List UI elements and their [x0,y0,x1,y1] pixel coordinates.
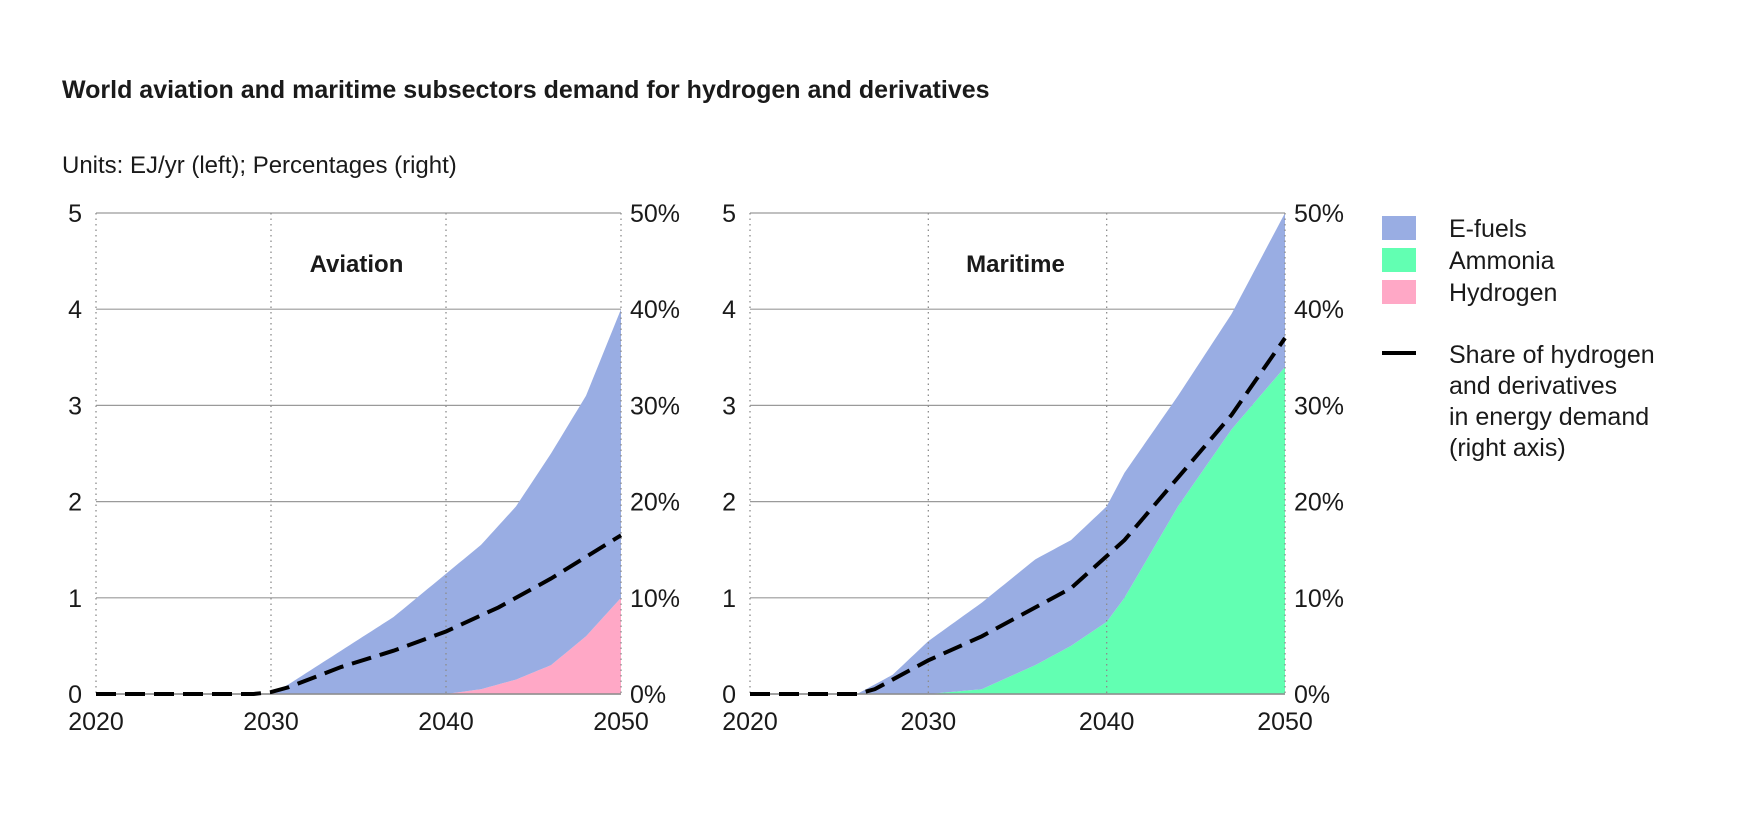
area-hydrogen [96,597,621,694]
y-tick-label: 2 [68,489,82,517]
y2-tick-label: 30% [1294,392,1344,420]
y-tick-label: 0 [68,681,82,709]
chart-subtitle: Units: EJ/yr (left); Percentages (right) [62,152,457,179]
legend-label-hydrogen: Hydrogen [1449,279,1557,307]
chart-title: World aviation and maritime subsectors d… [62,76,990,104]
panel-title: Aviation [310,251,404,278]
x-tick-label: 2050 [1257,708,1313,736]
y2-tick-label: 50% [630,200,680,228]
x-tick-label: 2020 [68,708,124,736]
y2-tick-label: 10% [630,585,680,613]
y2-tick-label: 0% [1294,681,1330,709]
x-tick-label: 2040 [418,708,474,736]
legend-label-ammonia: Ammonia [1449,247,1555,275]
legend-label-share: and derivatives [1449,372,1617,400]
y-tick-label: 4 [68,296,82,324]
y2-tick-label: 20% [1294,489,1344,517]
y2-tick-label: 30% [630,392,680,420]
x-tick-label: 2040 [1079,708,1135,736]
x-tick-label: 2020 [722,708,778,736]
y-tick-label: 5 [68,200,82,228]
y-tick-label: 2 [722,489,736,517]
legend-label-share: Share of hydrogen [1449,341,1655,369]
legend: E-fuels Ammonia Hydrogen Share of hydrogen a… [1382,215,1655,462]
share-line [96,533,623,696]
x-tick-label: 2030 [901,708,957,736]
y-tick-label: 3 [68,392,82,420]
share-line [750,336,1287,696]
legend-swatch-hydrogen [1382,280,1416,304]
area-efuels [96,309,621,694]
y-tick-label: 3 [722,392,736,420]
y2-tick-label: 0% [630,681,666,709]
legend-label-share: in energy demand [1449,403,1649,431]
y2-tick-label: 20% [630,489,680,517]
y2-tick-label: 40% [630,296,680,324]
y2-tick-label: 50% [1294,200,1344,228]
y2-tick-label: 10% [1294,585,1344,613]
y2-tick-label: 40% [1294,296,1344,324]
y-tick-label: 4 [722,296,736,324]
legend-swatch-ammonia [1382,248,1416,272]
y-tick-label: 1 [68,585,82,613]
area-efuels [750,213,1285,694]
y-tick-label: 1 [722,585,736,613]
y-tick-label: 5 [722,200,736,228]
x-tick-label: 2050 [593,708,649,736]
y-tick-label: 0 [722,681,736,709]
legend-label-share: (right axis) [1449,434,1566,462]
area-ammonia [750,366,1285,694]
panel-title: Maritime [966,251,1065,278]
legend-swatch-efuels [1382,216,1416,240]
legend-label-efuels: E-fuels [1449,215,1527,243]
x-tick-label: 2030 [243,708,299,736]
